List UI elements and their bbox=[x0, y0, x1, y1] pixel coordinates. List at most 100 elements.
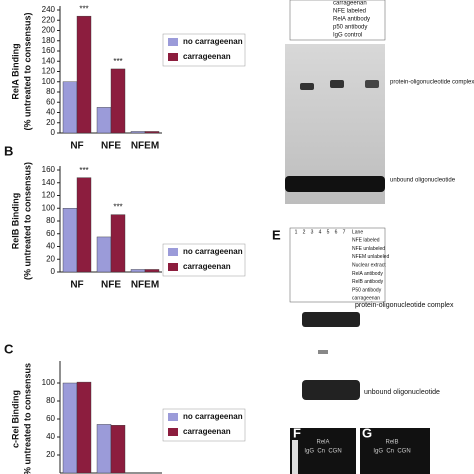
panel-label: B bbox=[4, 143, 13, 158]
y-tick-label: 60 bbox=[46, 229, 55, 238]
y-tick-label: 100 bbox=[42, 77, 56, 86]
y-tick-label: 40 bbox=[46, 108, 55, 117]
y-tick-label: 60 bbox=[46, 97, 55, 106]
legend-swatch bbox=[168, 38, 178, 46]
bar bbox=[76, 15, 92, 134]
gel-band bbox=[318, 350, 328, 354]
blot-title: RelA bbox=[316, 440, 329, 446]
bar bbox=[62, 382, 78, 474]
significance: *** bbox=[79, 166, 88, 175]
y-tick-label: 140 bbox=[42, 56, 56, 65]
bar bbox=[62, 81, 78, 134]
bar bbox=[62, 208, 78, 273]
y-tick-label: 180 bbox=[42, 36, 56, 45]
blot-image bbox=[290, 428, 356, 474]
gel-lane: 6 bbox=[335, 229, 338, 235]
y-tick-label: 100 bbox=[42, 203, 56, 212]
gel-row-label: RelA antibody bbox=[352, 271, 383, 277]
legend-swatch bbox=[168, 413, 178, 421]
gel-annotation: protein-oligonucleotide complex bbox=[355, 302, 454, 309]
blot-band bbox=[292, 440, 298, 474]
gel-table bbox=[289, 227, 386, 303]
blot-lanes: IgG Cn CGN bbox=[373, 449, 410, 455]
bar bbox=[96, 236, 112, 273]
gel-lane: 3 bbox=[311, 229, 314, 235]
gel-row-label: p50 antibody bbox=[333, 25, 367, 31]
panel-label: E bbox=[272, 227, 281, 242]
x-tick-label: NF bbox=[70, 141, 83, 152]
gel-annotation: unbound oligonucleotide bbox=[364, 389, 440, 396]
gel-band bbox=[330, 80, 344, 88]
y-axis-label: (% untreated to consensus) bbox=[22, 12, 32, 130]
bar bbox=[130, 269, 146, 273]
legend-label: no carrageenan bbox=[183, 412, 243, 421]
bar bbox=[76, 177, 92, 273]
gel-lane: 7 bbox=[343, 229, 346, 235]
legend-swatch bbox=[168, 53, 178, 61]
gel-lane: 1 bbox=[295, 229, 298, 235]
legend-swatch bbox=[168, 248, 178, 256]
bar bbox=[110, 214, 126, 273]
y-tick-label: 120 bbox=[42, 67, 56, 76]
x-tick-label: NFE bbox=[101, 280, 121, 291]
bar bbox=[144, 269, 160, 273]
bar bbox=[76, 381, 92, 474]
legend-label: no carrageenan bbox=[183, 247, 243, 256]
gel-row-label: carrageenan bbox=[352, 296, 380, 302]
gel-band bbox=[365, 80, 379, 88]
gel-row-label: RelA antibody bbox=[333, 17, 370, 23]
y-axis-label: % untreated to consensus bbox=[22, 363, 32, 474]
y-axis-label: RelA Binding bbox=[10, 43, 20, 99]
y-tick-label: 40 bbox=[46, 432, 55, 441]
x-tick-label: NFEM bbox=[131, 141, 159, 152]
gel-row-label: RelB antibody bbox=[352, 279, 384, 285]
y-tick-label: 0 bbox=[51, 267, 56, 276]
legend-label: no carrageenan bbox=[183, 37, 243, 46]
y-tick-label: 240 bbox=[42, 5, 56, 14]
gel-annotation: unbound oligonucleotide bbox=[390, 178, 456, 184]
y-tick-label: 160 bbox=[42, 46, 56, 55]
y-tick-label: 20 bbox=[46, 450, 55, 459]
gel-table bbox=[289, 0, 386, 41]
blot-lanes: IgG Cn CGN bbox=[304, 449, 341, 455]
bar bbox=[130, 131, 146, 134]
y-tick-label: 200 bbox=[42, 26, 56, 35]
gel-row-label: carrageenan bbox=[333, 1, 367, 7]
legend-label: carrageenan bbox=[183, 427, 231, 436]
bar bbox=[110, 425, 126, 474]
gel-band bbox=[302, 312, 360, 327]
gel-lane: 2 bbox=[303, 229, 306, 235]
gel-row-label: IgG control bbox=[333, 33, 362, 39]
gel-annotation: protein-oligonucleotide complex bbox=[390, 80, 474, 86]
y-axis-label: (% untreated to consensus) bbox=[22, 162, 32, 280]
gel-row-label: NFEM unlabeled bbox=[352, 254, 389, 260]
gel-row-label: NFE labeled bbox=[333, 9, 366, 15]
bar bbox=[96, 107, 112, 134]
x-tick-label: NFE bbox=[101, 141, 121, 152]
blot-title: RelB bbox=[385, 440, 398, 446]
y-tick-label: 120 bbox=[42, 191, 56, 200]
y-tick-label: 80 bbox=[46, 216, 55, 225]
gel-band bbox=[302, 380, 360, 400]
panel-label: F bbox=[293, 425, 301, 440]
x-tick-label: NFEM bbox=[131, 280, 159, 291]
legend-label: carrageenan bbox=[183, 262, 231, 271]
bar bbox=[144, 131, 160, 134]
gel-band bbox=[285, 176, 385, 192]
bar bbox=[110, 68, 126, 134]
y-tick-label: 40 bbox=[46, 242, 55, 251]
gel-row-label: Nuclear extract bbox=[352, 263, 386, 269]
y-tick-label: 80 bbox=[46, 87, 55, 96]
gel-band bbox=[300, 83, 314, 90]
significance: *** bbox=[113, 203, 122, 212]
gel-row-label: Lane bbox=[352, 229, 363, 235]
y-tick-label: 140 bbox=[42, 178, 56, 187]
bar bbox=[96, 424, 112, 474]
y-tick-label: 0 bbox=[51, 128, 56, 137]
panel-label: C bbox=[4, 341, 14, 356]
gel-row-label: NFE labeled bbox=[352, 238, 380, 244]
y-axis-label: c-Rel Binding bbox=[10, 390, 20, 448]
legend-swatch bbox=[168, 263, 178, 271]
y-tick-label: 220 bbox=[42, 15, 56, 24]
significance: *** bbox=[79, 4, 88, 13]
